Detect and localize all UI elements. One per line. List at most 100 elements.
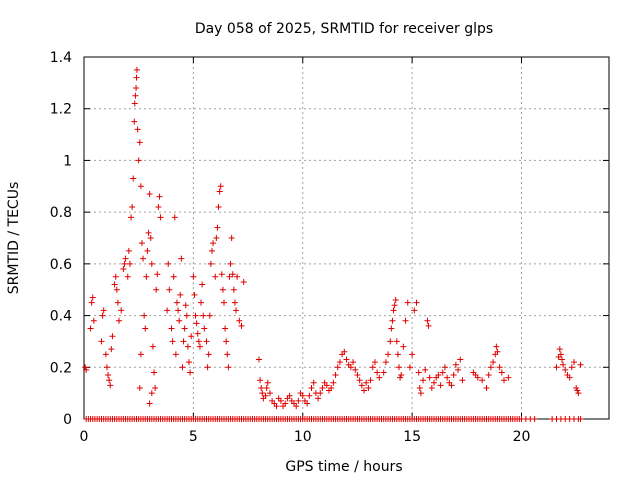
data-point [227,260,234,267]
data-point [369,364,376,371]
x-tick-label: 15 [403,429,421,445]
data-point [398,372,405,379]
data-point [295,397,302,404]
data-point [128,214,135,221]
data-point [153,286,160,293]
data-point [114,299,121,306]
y-tick-label: 0.6 [50,257,72,273]
data-point [397,374,404,381]
data-point [190,273,197,280]
data-point [204,364,211,371]
data-point [136,139,143,146]
data-point [404,299,411,306]
data-point [493,343,500,350]
y-tick-label: 0.2 [50,360,72,376]
data-point [571,359,577,366]
data-point [474,374,481,381]
data-point [452,361,459,368]
data-point [121,260,128,267]
data-point [575,390,582,397]
data-point [568,364,575,371]
data-point [176,317,183,324]
data-point [388,325,395,332]
data-point [88,299,95,306]
data-point [553,364,560,371]
x-axis-label: GPS time / hours [285,459,402,475]
data-point [328,384,335,391]
data-point [149,343,156,350]
data-point [450,372,457,379]
data-point [234,273,241,280]
data-point [218,271,225,278]
data-point [354,372,361,379]
data-point [103,364,110,371]
data-point [196,343,203,350]
data-point [374,369,381,376]
data-point [134,126,141,133]
data-point [135,157,142,164]
y-tick-label: 0.4 [50,309,72,325]
data-point [566,374,573,381]
data-point [193,320,200,327]
data-point [144,247,151,254]
data-point [256,356,262,363]
data-point [392,297,399,304]
data-point [143,273,150,280]
data-point [562,366,569,373]
data-point [560,361,567,368]
data-point [557,351,564,358]
data-point-zero [577,416,584,422]
data-point [286,392,293,399]
data-point [99,312,106,319]
data-point [107,382,114,389]
data-point [138,240,145,247]
data-point [505,374,512,381]
data-point [129,203,136,210]
data-point [393,338,400,345]
data-point [98,338,105,345]
y-tick-label: 1.4 [50,50,72,66]
data-point [213,235,220,241]
data-point [152,384,159,391]
data-point [214,224,221,231]
data-point [376,374,383,381]
data-point [330,379,337,386]
data-point [226,273,233,280]
data-point [448,382,455,389]
data-point [558,356,565,363]
data-point [186,359,192,366]
data-point [367,377,374,384]
data-point-zero [531,416,538,422]
data-point [304,400,311,407]
data-point [145,229,152,236]
data-point [179,364,186,371]
data-point [308,384,315,391]
data-point [352,366,359,373]
data-point [479,377,486,384]
data-point [483,384,490,391]
data-point [132,92,139,99]
data-point [133,74,140,81]
data-point [487,364,494,371]
data-point [350,359,357,366]
data-point [282,400,289,407]
data-point [334,364,341,371]
data-point [221,299,227,306]
data-point [390,307,397,314]
data-point [293,403,300,410]
data-point [441,364,448,371]
data-point [356,377,363,384]
data-point [385,351,392,358]
data-point [169,338,176,345]
axis-ticks: 0 5 10 15 20 0 0.2 0.4 0.6 0.8 1 1.2 1.4 [50,50,609,445]
data-point [87,325,94,332]
data-point [233,307,240,314]
data-point [187,369,194,376]
data-point [116,317,122,324]
y-tick-label: 0 [63,412,72,428]
data-point [431,379,437,386]
data-point [501,377,507,384]
data-point [148,260,155,267]
data-point [137,183,144,190]
data-point [225,364,232,371]
